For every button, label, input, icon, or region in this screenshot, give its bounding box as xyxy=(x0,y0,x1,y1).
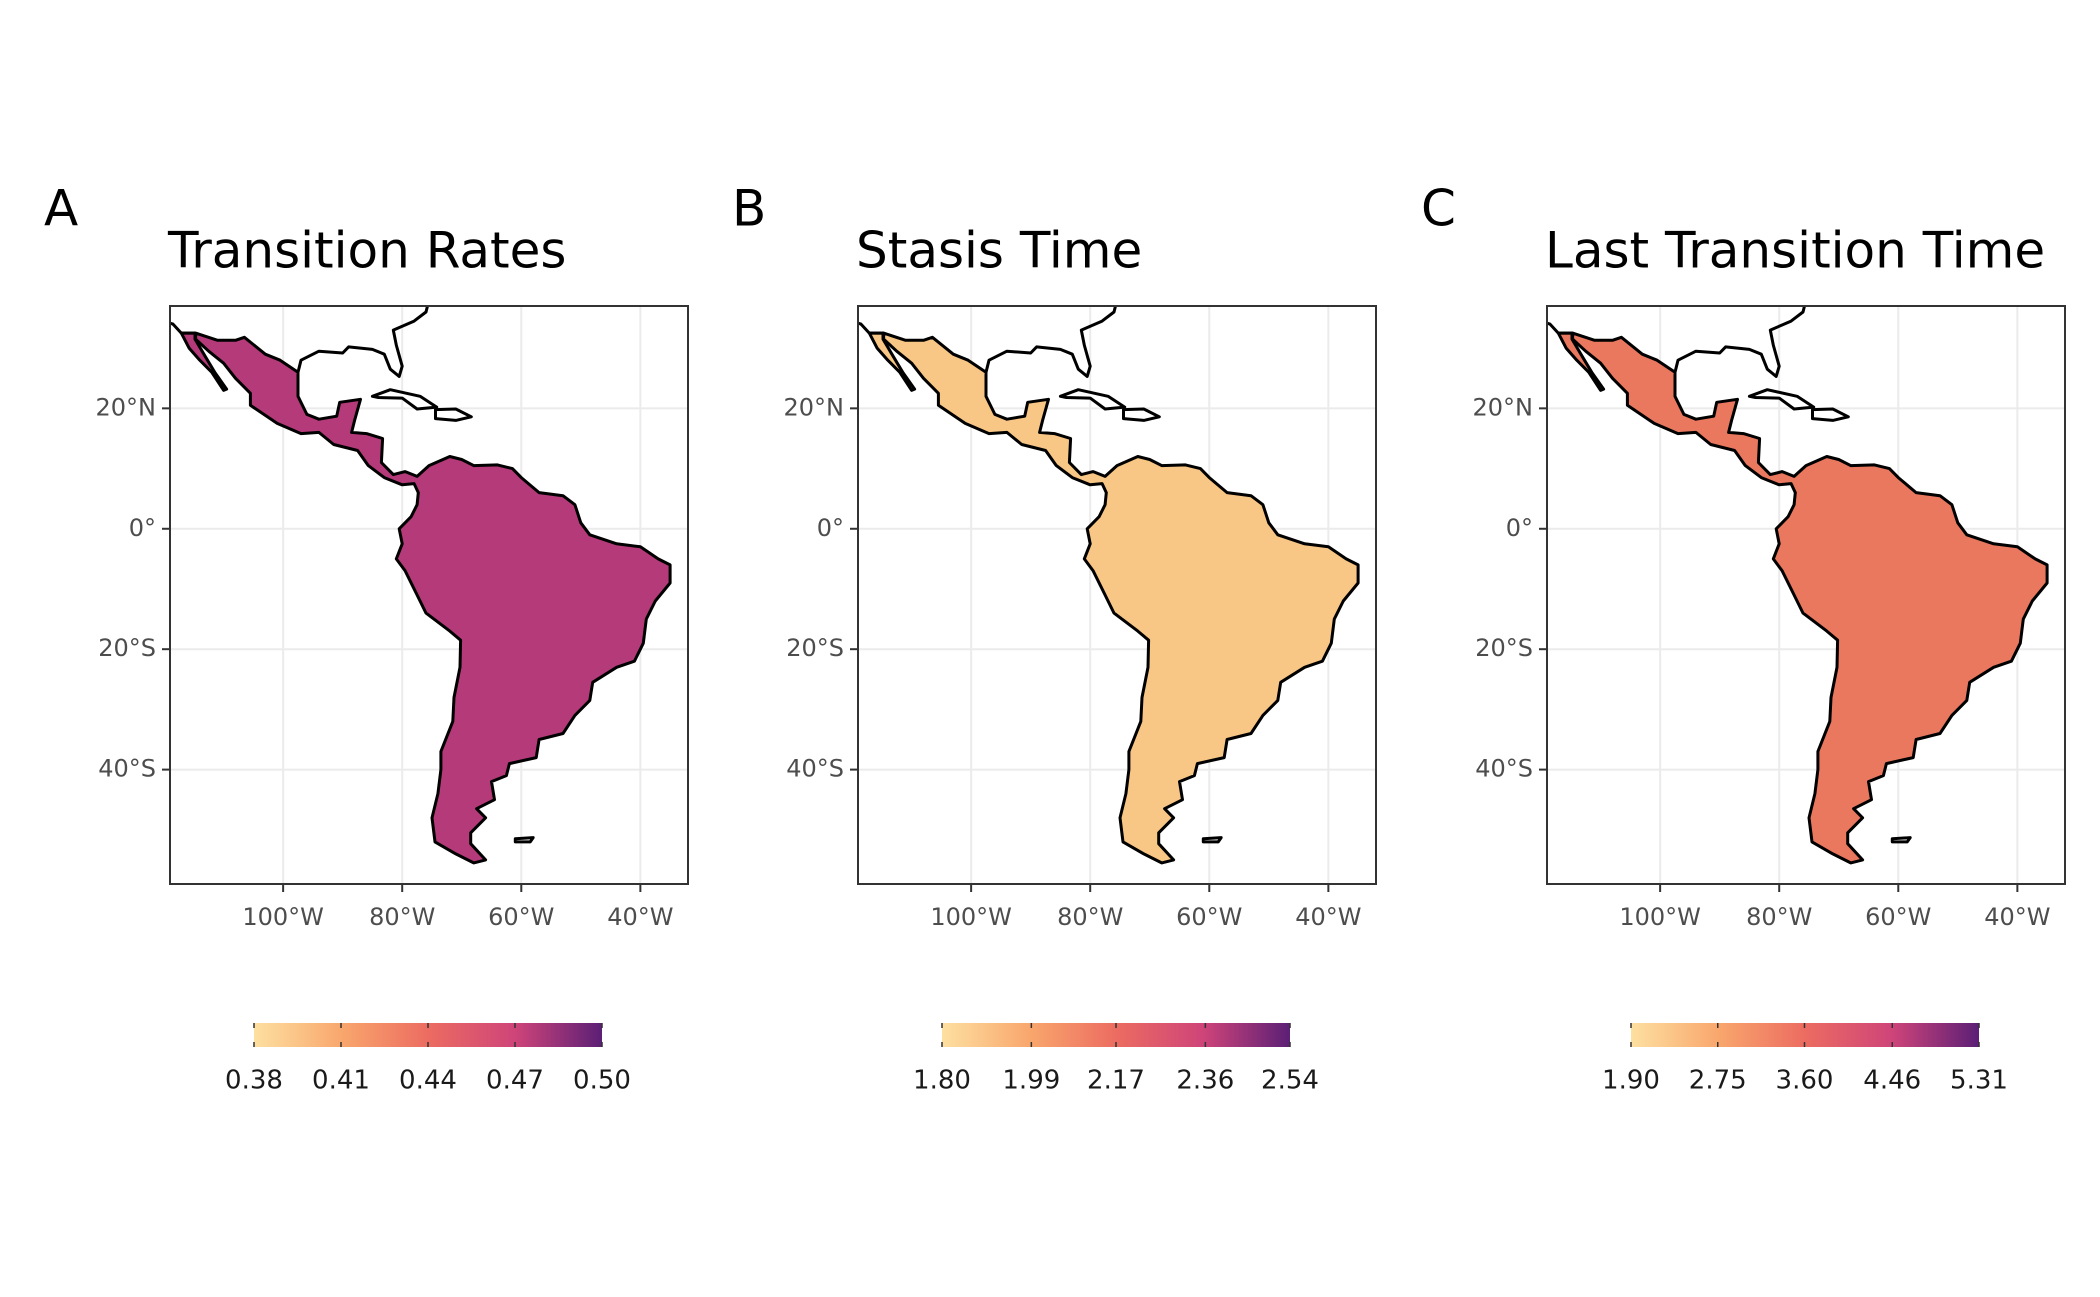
panel: C Last Transition Time 100°W 80°W 60°W 40°W 20… xyxy=(1421,180,2066,1096)
y-tick-label: 20°S xyxy=(786,634,844,662)
x-tick-label: 40°W xyxy=(1984,903,2050,931)
coastline xyxy=(296,306,430,378)
y-tick-label: 0° xyxy=(1506,514,1533,542)
colorbar-tick-label: 3.60 xyxy=(1776,1066,1834,1096)
colorbar-tick-label: 1.99 xyxy=(1002,1066,1060,1096)
y-tick-label: 20°S xyxy=(1475,634,1533,662)
y-tick-label: 20°N xyxy=(784,393,845,421)
land xyxy=(179,331,229,392)
x-tick-label: 60°W xyxy=(488,903,554,931)
panel: A Transition Rates 100°W 80°W 60°W 40°W 20°N 0°… xyxy=(44,180,689,1096)
plot-border xyxy=(169,305,689,885)
island xyxy=(1058,388,1127,411)
land xyxy=(1571,331,2049,865)
island xyxy=(513,836,535,844)
plot-border xyxy=(857,305,1377,885)
colorbar-tick-label: 5.31 xyxy=(1950,1066,2008,1096)
panel-letter: B xyxy=(732,180,766,238)
y-tick-label: 20°N xyxy=(1473,393,1534,421)
coastline xyxy=(858,321,871,335)
island xyxy=(1747,388,1816,411)
x-tick-label: 100°W xyxy=(1619,903,1701,931)
panel-title: Transition Rates xyxy=(167,222,566,280)
y-tick-label: 40°S xyxy=(1475,755,1533,783)
x-tick-label: 100°W xyxy=(930,903,1012,931)
panel-title: Stasis Time xyxy=(856,222,1142,280)
colorbar-tick-label: 4.46 xyxy=(1863,1066,1921,1096)
colorbar-tick-label: 0.38 xyxy=(225,1066,283,1096)
x-tick-label: 60°W xyxy=(1865,903,1931,931)
map xyxy=(858,306,1360,865)
y-tick-label: 0° xyxy=(129,514,156,542)
island xyxy=(434,407,473,422)
y-tick-label: 40°S xyxy=(786,755,844,783)
colorbar-tick-label: 0.41 xyxy=(312,1066,370,1096)
x-tick-label: 40°W xyxy=(1295,903,1361,931)
panel-letter: C xyxy=(1421,180,1456,238)
y-tick-label: 40°S xyxy=(98,755,156,783)
colorbar-tick-label: 0.50 xyxy=(573,1066,631,1096)
y-tick-label: 0° xyxy=(817,514,844,542)
island xyxy=(1890,836,1912,844)
island xyxy=(1122,407,1161,422)
island xyxy=(1201,836,1223,844)
x-tick-label: 100°W xyxy=(242,903,324,931)
land xyxy=(194,331,672,865)
map xyxy=(1547,306,2049,865)
panel-letter: A xyxy=(44,180,78,238)
x-tick-label: 80°W xyxy=(1057,903,1123,931)
x-tick-label: 80°W xyxy=(1746,903,1812,931)
coastline xyxy=(1673,306,1807,378)
panel: B Stasis Time 100°W 80°W 60°W 40°W 20°N 0° 20°S 4… xyxy=(732,180,1377,1096)
colorbar-tick-label: 0.44 xyxy=(399,1066,457,1096)
map xyxy=(170,306,672,865)
colorbar-tick-label: 2.54 xyxy=(1261,1066,1319,1096)
colorbar-tick-label: 1.80 xyxy=(913,1066,971,1096)
x-tick-label: 60°W xyxy=(1176,903,1242,931)
colorbar-tick-label: 2.36 xyxy=(1176,1066,1234,1096)
colorbar-tick-label: 1.90 xyxy=(1602,1066,1660,1096)
y-tick-label: 20°N xyxy=(96,393,157,421)
colorbar-tick-label: 0.47 xyxy=(486,1066,544,1096)
panel-title: Last Transition Time xyxy=(1545,222,2045,280)
coastline xyxy=(1547,321,1560,335)
coastline xyxy=(170,321,183,335)
land xyxy=(882,331,1360,865)
plot-border xyxy=(1546,305,2066,885)
x-tick-label: 80°W xyxy=(369,903,435,931)
colorbar-tick-label: 2.75 xyxy=(1689,1066,1747,1096)
land xyxy=(1556,331,1606,392)
y-tick-label: 20°S xyxy=(98,634,156,662)
island xyxy=(370,388,439,411)
island xyxy=(1811,407,1850,422)
land xyxy=(867,331,917,392)
coastline xyxy=(984,306,1118,378)
colorbar-tick-label: 2.17 xyxy=(1087,1066,1145,1096)
x-tick-label: 40°W xyxy=(607,903,673,931)
